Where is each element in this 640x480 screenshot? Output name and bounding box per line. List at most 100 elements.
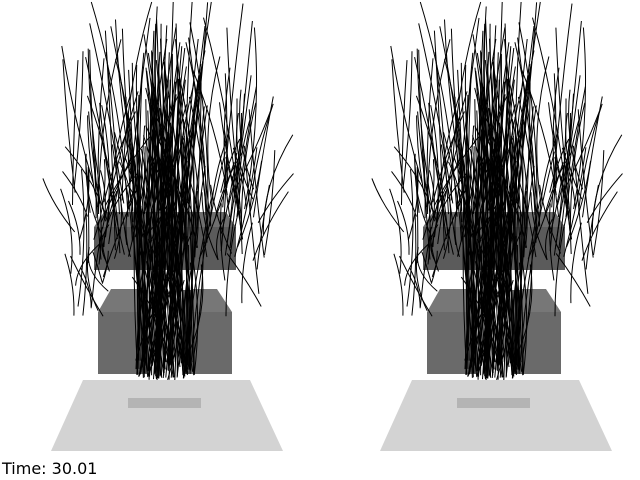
streamline — [468, 250, 491, 376]
streamline — [92, 251, 103, 283]
streamline — [166, 263, 180, 363]
streamline — [437, 138, 461, 245]
streamline — [103, 173, 138, 248]
streamline — [62, 171, 88, 217]
streamline — [86, 95, 121, 254]
floor-marker — [457, 398, 530, 408]
time-readout: Time: 30.01 — [2, 459, 98, 478]
streamline — [511, 198, 541, 379]
streamline — [181, 136, 188, 211]
streamline — [121, 28, 142, 248]
streamline — [77, 169, 85, 307]
streamline — [494, 38, 528, 378]
streamline — [371, 178, 405, 233]
streamline — [483, 19, 489, 240]
streamline — [128, 69, 144, 378]
streamline — [422, 159, 435, 240]
streamline — [185, 117, 199, 248]
streamline — [419, 1, 458, 217]
streamline — [554, 207, 569, 317]
streamline — [241, 222, 253, 304]
streamline — [207, 56, 221, 204]
streamline — [508, 76, 525, 237]
streamline — [249, 103, 274, 214]
streamline — [182, 198, 212, 379]
streamline — [591, 134, 623, 235]
streamline — [397, 200, 410, 255]
streamline — [169, 208, 188, 362]
streamline — [154, 19, 160, 240]
streamline — [436, 95, 460, 222]
streamline — [61, 45, 94, 183]
streamline — [179, 91, 191, 374]
streamline — [519, 183, 537, 258]
streamline — [223, 67, 231, 218]
streamline — [229, 93, 245, 248]
streamline — [581, 191, 618, 261]
streamline — [448, 161, 463, 223]
streamline — [500, 64, 531, 375]
streamline — [167, 229, 185, 379]
streamline — [137, 76, 143, 361]
streamline — [127, 17, 151, 208]
lower-left-box-front — [427, 312, 467, 374]
streamline — [523, 82, 531, 258]
streamline — [90, 1, 129, 217]
streamline — [184, 2, 209, 217]
streamline — [64, 253, 75, 316]
streamline — [100, 170, 106, 229]
streamline — [73, 51, 84, 186]
streamline — [225, 207, 240, 317]
streamline — [421, 251, 432, 283]
streamline — [402, 51, 413, 186]
streamline — [391, 171, 417, 217]
streamline — [60, 188, 73, 274]
streamline — [149, 250, 154, 377]
streamline — [149, 27, 177, 201]
streamline — [151, 106, 180, 221]
streamline — [78, 169, 90, 241]
streamline — [171, 139, 188, 366]
streamline — [82, 214, 88, 316]
streamline — [154, 23, 164, 204]
streamline — [415, 95, 450, 254]
streamline — [478, 258, 486, 361]
streamline — [549, 203, 555, 281]
streamline — [563, 147, 587, 257]
streamline — [184, 191, 198, 376]
streamline — [216, 219, 224, 261]
streamline — [480, 189, 489, 376]
streamline — [203, 17, 242, 234]
streamline — [157, 63, 164, 373]
streamline — [42, 178, 76, 233]
streamline — [130, 152, 148, 370]
streamline — [578, 103, 603, 214]
streamline — [500, 139, 517, 366]
streamline — [482, 127, 521, 222]
streamline — [536, 56, 550, 204]
streamline — [456, 17, 480, 208]
streamline — [555, 253, 591, 307]
streamline — [192, 241, 204, 363]
streamline — [150, 156, 179, 234]
streamline — [108, 138, 132, 245]
streamline — [479, 156, 508, 234]
streamline — [558, 93, 574, 248]
streamline — [389, 188, 402, 274]
streamline — [466, 76, 472, 361]
streamline — [248, 109, 265, 258]
streamline — [482, 148, 495, 380]
streamline — [480, 250, 488, 376]
streamline — [215, 150, 244, 218]
streamline — [390, 45, 423, 183]
streamline — [151, 189, 160, 376]
streamline — [94, 148, 97, 219]
streamline — [478, 27, 506, 201]
streamline — [257, 173, 294, 224]
streamline — [539, 184, 562, 254]
streamline — [89, 49, 102, 260]
streamline — [113, 187, 122, 259]
streamline — [72, 60, 79, 206]
streamline — [521, 241, 533, 363]
streamline — [140, 110, 150, 373]
